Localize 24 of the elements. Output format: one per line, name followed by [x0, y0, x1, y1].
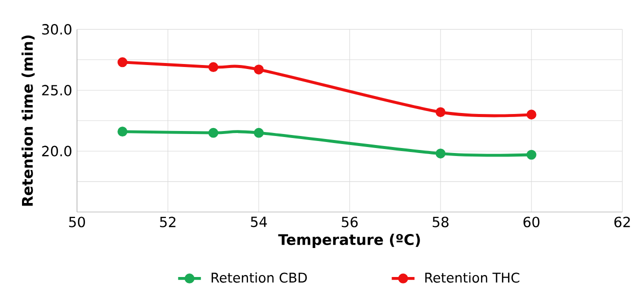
y-tick-label: 30.0 — [42, 24, 72, 35]
point — [526, 110, 536, 120]
x-tick-label: 56 — [342, 216, 358, 228]
x-tick-label: 50 — [69, 216, 85, 228]
x-tick-label: 58 — [432, 216, 448, 228]
x-tick-label: 54 — [250, 216, 267, 228]
point — [254, 128, 264, 138]
legend-label: Retention CBD — [212, 272, 307, 283]
y-tick-label: 20.0 — [42, 146, 72, 156]
legend-label: Retention THC — [425, 272, 520, 283]
point — [118, 57, 128, 68]
point — [254, 64, 264, 74]
point — [208, 128, 218, 138]
x-tick-label: 52 — [160, 216, 176, 228]
point — [436, 107, 446, 118]
point — [118, 126, 128, 137]
y-axis-title: Retention time (min) — [22, 36, 35, 206]
y-tick-label: 25.0 — [42, 84, 72, 96]
x-axis-title: Temperature (ºC) — [278, 234, 420, 248]
point — [208, 62, 218, 72]
x-tick-label: 62 — [614, 216, 630, 228]
point — [436, 148, 446, 158]
x-tick-label: 60 — [524, 216, 540, 228]
point — [526, 150, 536, 160]
